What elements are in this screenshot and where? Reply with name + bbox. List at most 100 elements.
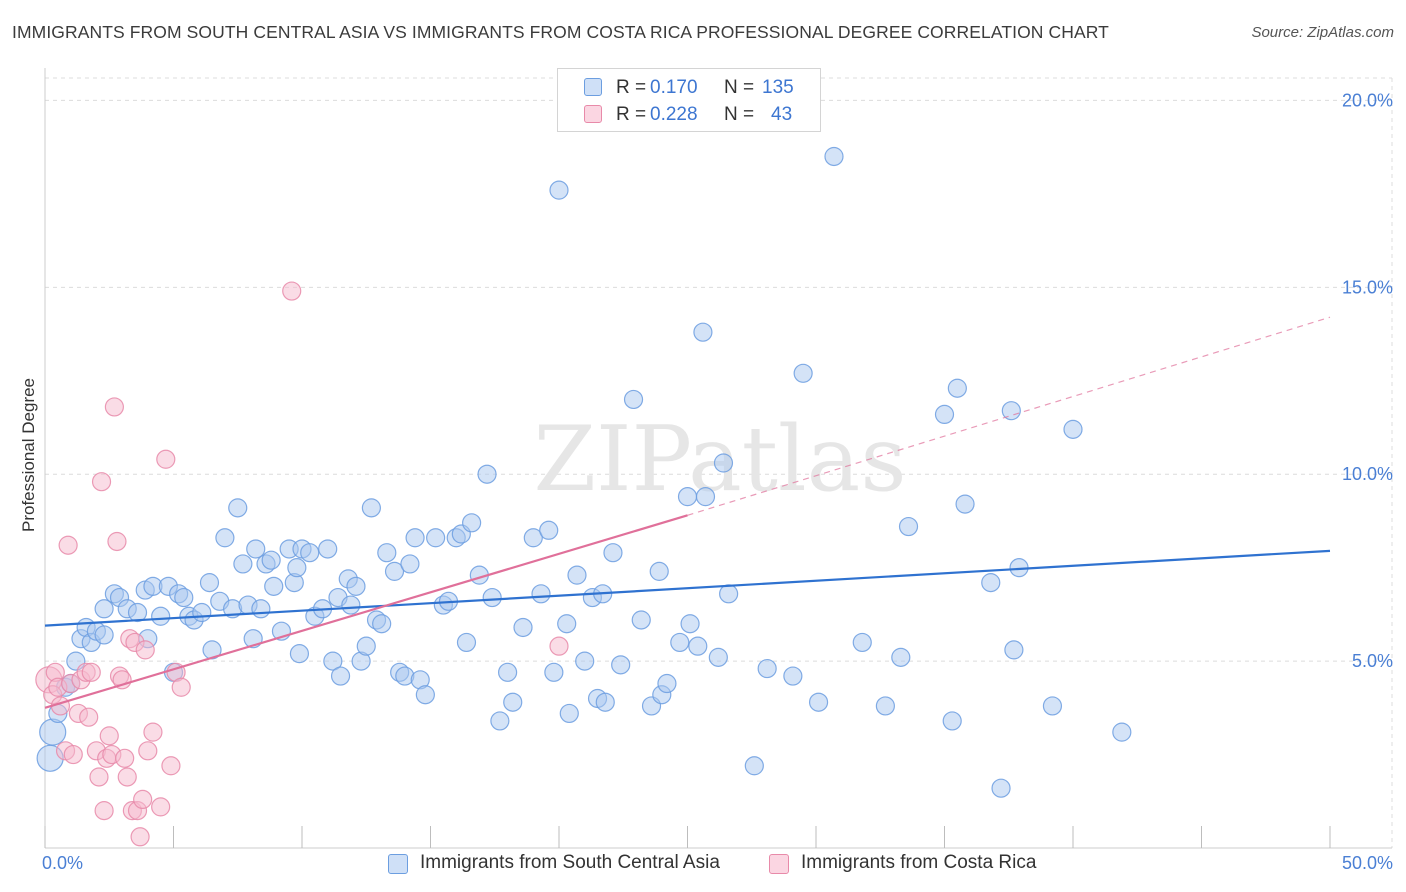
blue-point	[708, 647, 728, 667]
legend-row-pink: R = 0.228 N = 43	[558, 101, 820, 127]
blue-point	[1042, 696, 1063, 716]
blue-point	[898, 516, 919, 537]
pink-trend-extension	[687, 316, 1331, 516]
blue-point	[557, 614, 577, 634]
blue-point	[793, 363, 813, 383]
blue-point	[490, 711, 510, 731]
y-axis-label: Professional Degree	[19, 378, 38, 532]
y-tick-label: 5.0%	[1352, 651, 1393, 671]
blue-point	[947, 378, 967, 398]
pink-point	[79, 707, 99, 727]
blue-point	[251, 599, 271, 619]
blue-point	[824, 146, 844, 167]
bottom-legend-label-pink: Immigrants from Costa Rica	[801, 852, 1037, 873]
blue-point	[199, 573, 220, 593]
legend-r-value: 0.170	[650, 77, 698, 98]
legend-n-label: N =	[724, 104, 755, 125]
legend-swatch-blue	[584, 78, 602, 96]
legend-r-label: R =	[616, 77, 647, 98]
blue-point	[356, 636, 376, 656]
blue-point	[323, 651, 343, 671]
pink-point	[161, 756, 181, 776]
blue-point	[39, 718, 67, 746]
blue-point	[1001, 401, 1021, 421]
blue-point	[361, 498, 381, 518]
blue-point	[559, 703, 579, 724]
blue-point	[531, 584, 551, 604]
blue-point	[934, 404, 955, 425]
pink-point	[99, 726, 119, 746]
legend-r-label: R =	[616, 104, 647, 125]
pink-point	[115, 748, 135, 768]
legend-swatch-pink	[584, 105, 602, 123]
blue-point	[127, 602, 148, 623]
y-tick-label: 10.0%	[1342, 464, 1393, 484]
correlation-legend: R = 0.170 N = 135 R = 0.228 N = 43	[557, 68, 821, 132]
blue-point	[318, 539, 338, 559]
pink-point	[58, 535, 78, 555]
blue-point	[595, 692, 615, 712]
legend-n-value: 43	[771, 104, 793, 125]
blue-point	[246, 539, 266, 559]
pink-point	[138, 741, 158, 761]
legend-r-value: 0.228	[650, 104, 698, 125]
pink-point	[117, 767, 137, 787]
blue-point	[981, 573, 1001, 593]
pink-point	[133, 789, 153, 810]
blue-point	[372, 614, 392, 634]
blue-point	[670, 632, 690, 653]
blue-point	[233, 554, 253, 574]
pink-point	[104, 397, 124, 417]
chart-title: IMMIGRANTS FROM SOUTH CENTRAL ASIA VS IM…	[12, 22, 1109, 42]
blue-point	[567, 565, 587, 585]
legend-n-value: 135	[762, 77, 794, 98]
axes	[44, 68, 1392, 849]
x-tick-label: 0.0%	[42, 853, 83, 873]
blue-point	[695, 487, 716, 507]
blue-point	[287, 558, 307, 578]
blue-point	[384, 561, 405, 581]
blue-point	[415, 685, 435, 705]
blue-point	[544, 662, 564, 682]
blue-point	[549, 180, 569, 200]
pink-point	[135, 640, 155, 660]
y-tick-label: 20.0%	[1342, 90, 1393, 110]
trend-lines	[44, 316, 1331, 709]
blue-point	[875, 696, 895, 716]
pink-point	[81, 662, 101, 682]
source-credit: Source: ZipAtlas.com	[1251, 24, 1394, 41]
blue-point	[228, 498, 248, 518]
blue-point	[174, 587, 194, 608]
blue-point	[1063, 419, 1083, 439]
tick-labels: 5.0% 10.0% 15.0% 20.0% 0.0% 50.0%	[42, 90, 1393, 873]
blue-point	[289, 644, 310, 664]
pink-point	[130, 827, 150, 847]
bottom-legend-swatch-pink	[769, 854, 789, 874]
blue-point	[330, 666, 351, 686]
blue-point	[482, 587, 502, 608]
blue-point	[456, 632, 477, 653]
blue-point	[151, 606, 171, 626]
blue-point	[400, 554, 420, 574]
blue-point	[808, 692, 829, 712]
pink-point	[151, 797, 171, 817]
blue-point	[623, 389, 644, 410]
blue-point	[757, 658, 777, 679]
blue-point	[649, 561, 669, 581]
pink-point	[107, 531, 127, 552]
pink-trend-line	[44, 514, 688, 709]
blue-trend-line	[44, 549, 1331, 627]
data-points	[35, 146, 1132, 847]
bottom-legend-label-blue: Immigrants from South Central Asia	[420, 852, 720, 873]
blue-point	[377, 543, 397, 563]
blue-point	[1112, 722, 1132, 742]
blue-point	[192, 602, 212, 623]
pink-point	[156, 449, 176, 469]
blue-point	[513, 617, 533, 638]
blue-point	[426, 528, 446, 548]
blue-point	[688, 636, 708, 656]
blue-point	[94, 625, 114, 645]
blue-point	[891, 647, 911, 667]
pink-point	[94, 801, 114, 821]
blue-point	[631, 610, 651, 630]
